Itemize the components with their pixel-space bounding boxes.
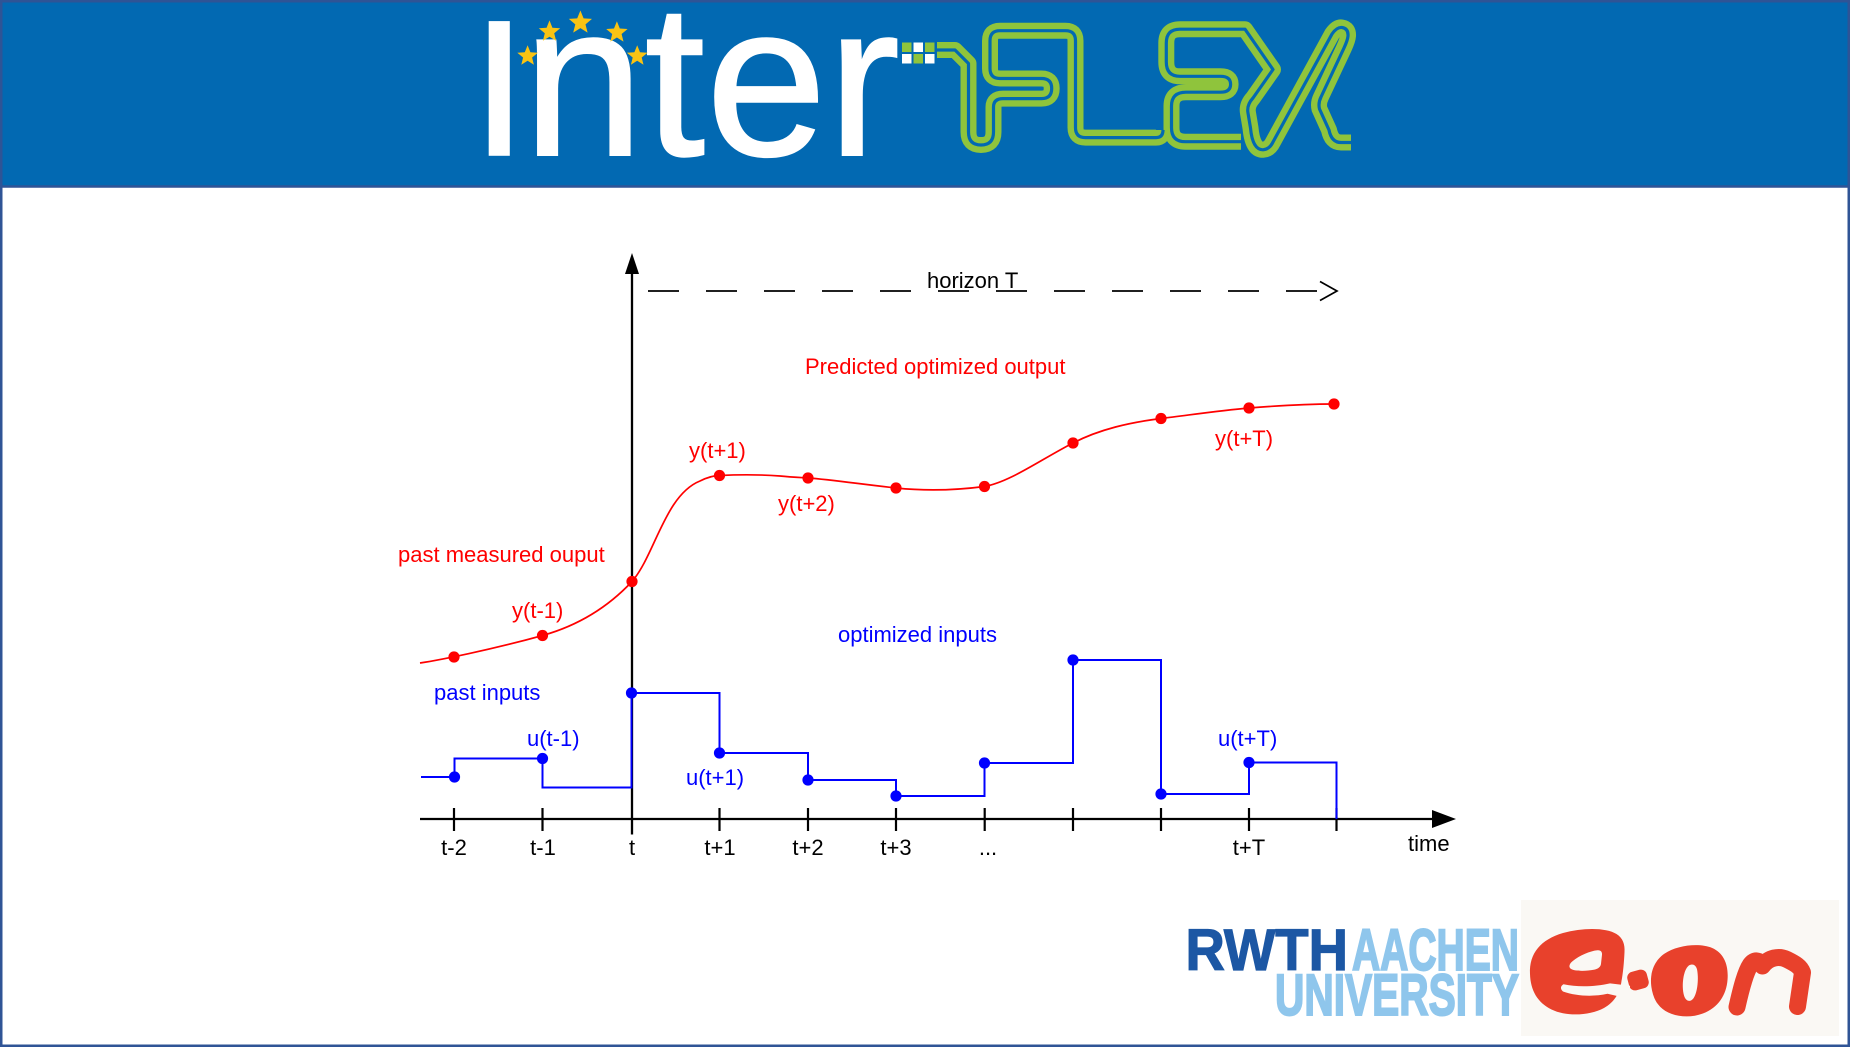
svg-text:u(t-1): u(t-1): [527, 726, 580, 751]
svg-text:horizon T: horizon T: [927, 268, 1018, 293]
svg-text:past measured ouput: past measured ouput: [398, 542, 605, 567]
svg-text:t+1: t+1: [704, 835, 735, 860]
svg-text:t+2: t+2: [792, 835, 823, 860]
svg-text:nter: nter: [523, 0, 901, 201]
svg-text:t: t: [629, 835, 635, 860]
svg-text:t+3: t+3: [880, 835, 911, 860]
svg-text:y(t+1): y(t+1): [689, 438, 746, 463]
svg-text:y(t+2): y(t+2): [778, 491, 835, 516]
svg-text:y(t+T): y(t+T): [1215, 426, 1273, 451]
svg-text:u(t+1): u(t+1): [686, 765, 744, 790]
svg-text:...: ...: [979, 835, 997, 860]
svg-text:Predicted optimized output: Predicted optimized output: [805, 354, 1066, 379]
svg-text:optimized inputs: optimized inputs: [838, 622, 997, 647]
svg-text:past inputs: past inputs: [434, 680, 540, 705]
svg-text:time: time: [1408, 831, 1450, 856]
svg-text:u(t+T): u(t+T): [1218, 726, 1277, 751]
svg-text:t+T: t+T: [1233, 835, 1265, 860]
svg-text:RWTH: RWTH: [1186, 917, 1348, 982]
svg-text:AACHEN: AACHEN: [1352, 918, 1519, 983]
svg-text:t-2: t-2: [441, 835, 467, 860]
svg-text:t-1: t-1: [530, 835, 556, 860]
svg-text:y(t-1): y(t-1): [512, 598, 563, 623]
svg-text:UNIVERSITY: UNIVERSITY: [1275, 963, 1519, 1028]
